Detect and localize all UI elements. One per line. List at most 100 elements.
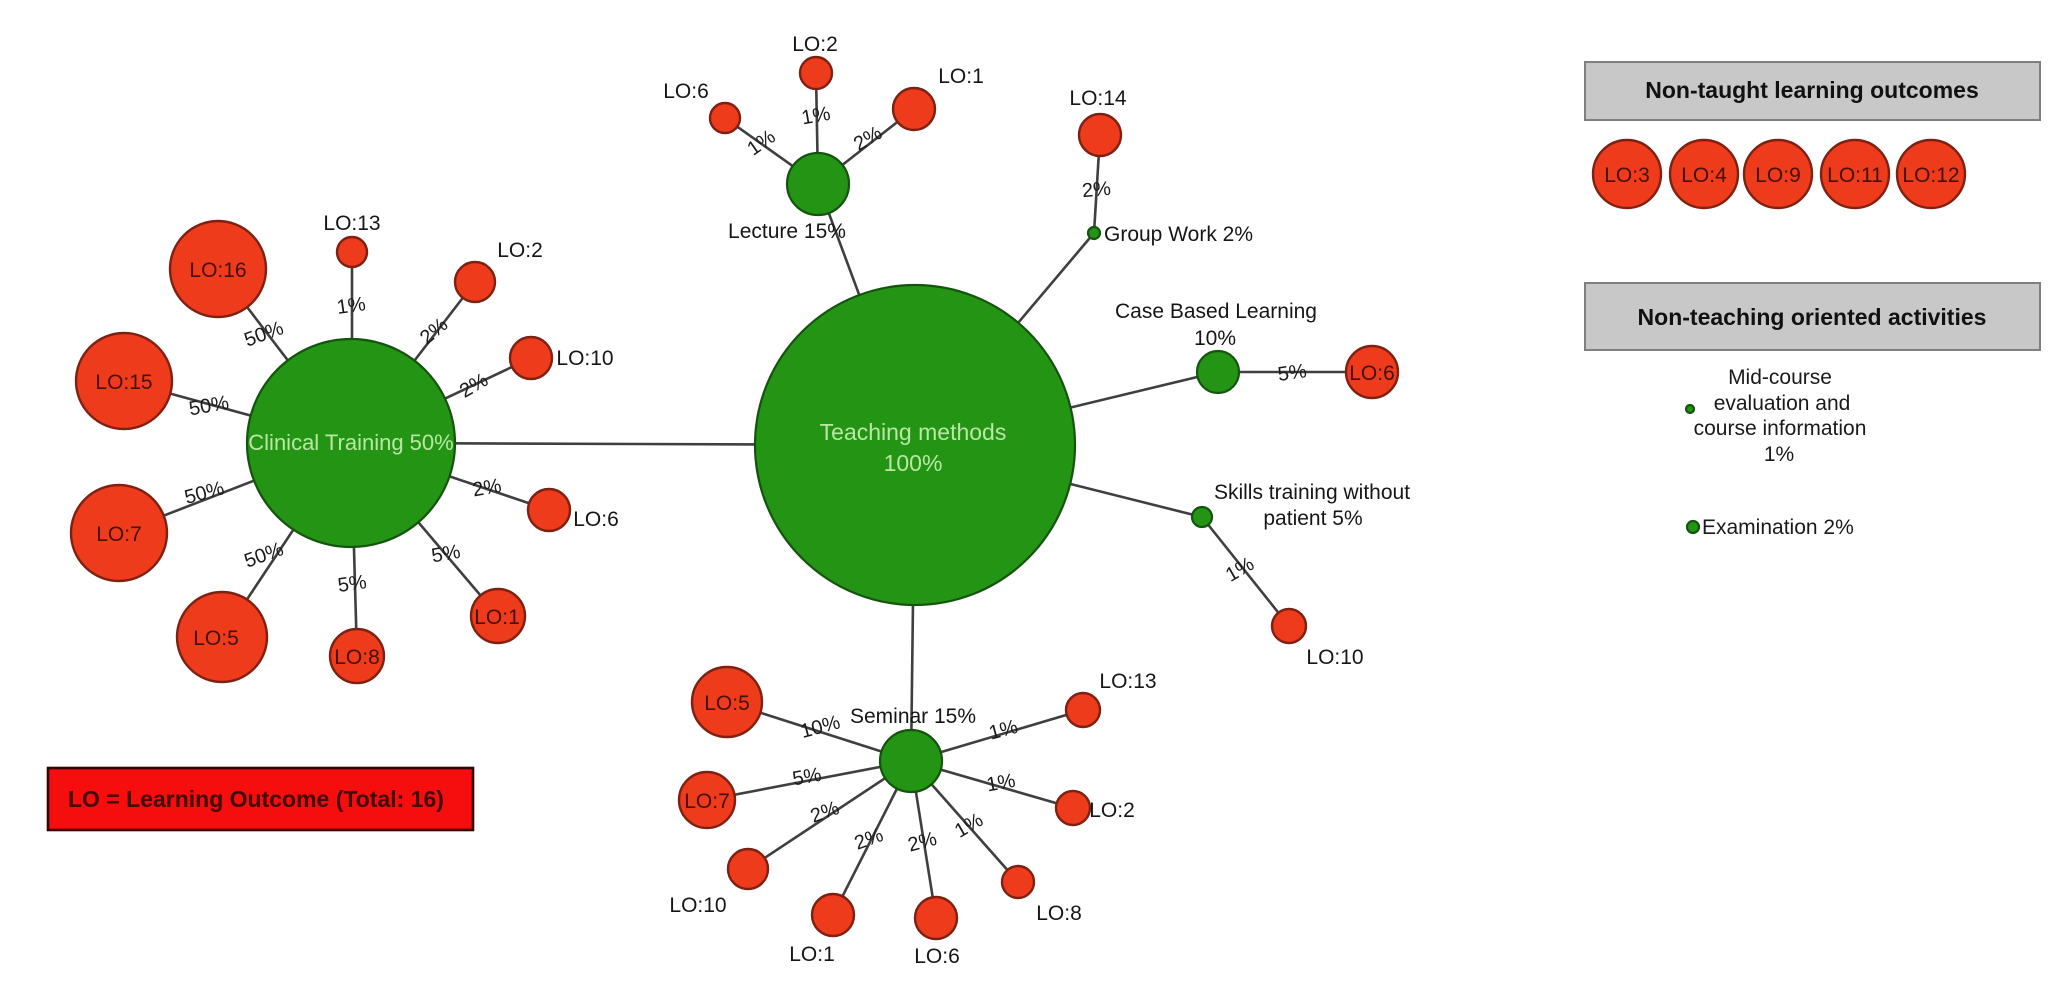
lecture-lo6-label: LO:6 [663, 80, 709, 103]
pct-clinical-lo1: 5% [430, 541, 463, 568]
skills-label-line1: Skills training without [1214, 481, 1410, 504]
non-teaching-header-text: Non-teaching oriented activities [1638, 304, 1987, 330]
edge-seminar-lo10 [747, 759, 912, 871]
seminar-lo10-label: LO:10 [669, 894, 726, 917]
seminar-lo2-label: LO:2 [1089, 799, 1135, 822]
node-mid-course-dot [1684, 403, 1696, 415]
node-seminar-lo7 [677, 770, 737, 830]
clinical-lo10-label: LO:10 [556, 347, 613, 370]
teaching-methods-label-line2: 100% [884, 450, 943, 476]
pct-seminar-lo13: 1% [987, 716, 1021, 745]
skills-lo10-label: LO:10 [1306, 646, 1363, 669]
nontaught-lo9-label: LO:9 [1755, 164, 1801, 187]
seminar-label: Seminar 15% [850, 705, 976, 728]
lecture-lo2-label: LO:2 [792, 33, 838, 56]
seminar-lo8-label: LO:8 [1036, 902, 1082, 925]
pct-clinical-lo13: 1% [335, 293, 367, 319]
node-casebased-lo6 [1344, 344, 1400, 400]
groupwork-lo14-label: LO:14 [1069, 87, 1127, 110]
node-seminar [878, 728, 944, 794]
node-seminar-lo8 [1000, 864, 1036, 900]
non-teaching-header-box [1584, 282, 2041, 351]
clinical-lo13-label: LO:13 [323, 212, 380, 235]
lecture-label: Lecture 15% [728, 220, 846, 243]
seminar-lo1-label: LO:1 [789, 943, 835, 966]
node-clinical-lo10 [508, 335, 554, 381]
node-clinical-lo15 [74, 331, 174, 431]
node-nontaught-lo3 [1591, 138, 1663, 210]
pct-casebased-lo6: 5% [1276, 360, 1308, 386]
case-based-label-line1: Case Based Learning [1115, 300, 1317, 323]
pct-seminar-lo6: 2% [906, 828, 940, 857]
clinical-lo1-label: LO:1 [474, 606, 520, 629]
pct-lecture-lo2: 1% [800, 103, 833, 130]
pct-clinical-lo10: 2% [456, 369, 492, 403]
clinical-lo2-label: LO:2 [497, 239, 543, 262]
node-case-based-learning [1195, 349, 1241, 395]
group-work-label: Group Work 2% [1104, 223, 1253, 246]
node-seminar-lo13 [1064, 691, 1102, 729]
clinical-lo8-label: LO:8 [334, 646, 380, 669]
legend-text: LO = Learning Outcome (Total: 16) [68, 786, 444, 812]
pct-seminar-lo1: 2% [852, 824, 887, 855]
node-seminar-lo5 [690, 665, 764, 739]
nontaught-lo3-label: LO:3 [1604, 164, 1650, 187]
pct-seminar-lo2: 1% [985, 770, 1018, 797]
seminar-lo6-label: LO:6 [914, 945, 960, 968]
non-taught-header-text: Non-taught learning outcomes [1645, 77, 1979, 103]
node-nontaught-lo11 [1819, 138, 1891, 210]
lecture-lo1-label: LO:1 [938, 65, 984, 88]
node-clinical-training [245, 337, 457, 549]
legend-box [46, 766, 475, 832]
node-seminar-lo1 [810, 892, 856, 938]
node-groupwork-lo14 [1077, 112, 1123, 158]
edge-seminar-lo7 [706, 759, 912, 802]
node-group-work [1086, 225, 1102, 241]
casebased-lo6-label: LO:6 [1349, 362, 1395, 385]
node-seminar-lo2 [1054, 789, 1092, 827]
nontaught-lo12-label: LO:12 [1902, 164, 1959, 187]
node-clinical-lo8 [328, 627, 386, 685]
mid-course-label-line1: Mid-course [1728, 366, 1832, 389]
case-based-label-line2: 10% [1194, 327, 1236, 350]
nontaught-lo11-label: LO:11 [1827, 164, 1883, 187]
pct-clinical-lo6: 2% [471, 475, 504, 502]
node-lecture [785, 151, 851, 217]
teaching-methods-label-line1: Teaching methods [820, 419, 1007, 445]
mid-course-label-line4: 1% [1764, 443, 1794, 466]
non-taught-header-box [1584, 61, 2041, 121]
node-nontaught-lo12 [1895, 138, 1967, 210]
node-teaching-methods [753, 283, 1077, 607]
mid-course-label-line3: course information [1694, 417, 1867, 440]
node-lecture-lo1 [891, 86, 937, 132]
clinical-lo7-label: LO:7 [96, 523, 142, 546]
node-lecture-lo6 [708, 101, 742, 135]
pct-seminar-lo7: 5% [791, 764, 824, 791]
seminar-lo13-label: LO:13 [1099, 670, 1156, 693]
node-seminar-lo6 [913, 895, 959, 941]
clinical-lo5-label: LO:5 [193, 627, 239, 650]
node-seminar-lo10 [726, 847, 770, 891]
node-examination-dot [1685, 519, 1701, 535]
clinical-lo16-label: LO:16 [189, 259, 246, 282]
clinical-lo6-label: LO:6 [573, 508, 619, 531]
edge-skills-lo10 [1200, 516, 1291, 627]
pct-groupwork-lo14: 2% [1081, 178, 1112, 202]
seminar-lo7-label: LO:7 [684, 790, 730, 813]
node-skills-training [1190, 505, 1214, 529]
pct-clinical-lo16: 50% [241, 317, 286, 351]
node-clinical-lo13 [335, 235, 369, 269]
node-nontaught-lo4 [1668, 138, 1740, 210]
node-clinical-lo7 [69, 483, 169, 583]
clinical-lo15-label: LO:15 [95, 371, 152, 394]
nontaught-lo4-label: LO:4 [1681, 164, 1727, 187]
pct-clinical-lo15: 50% [187, 392, 230, 421]
pct-seminar-lo10: 2% [808, 797, 843, 828]
node-lecture-lo2 [798, 55, 834, 91]
node-nontaught-lo9 [1742, 138, 1814, 210]
pct-lecture-lo6: 1% [743, 126, 779, 161]
node-clinical-lo2 [453, 260, 497, 304]
node-clinical-lo1 [469, 587, 527, 645]
pct-lecture-lo1: 2% [850, 122, 886, 156]
